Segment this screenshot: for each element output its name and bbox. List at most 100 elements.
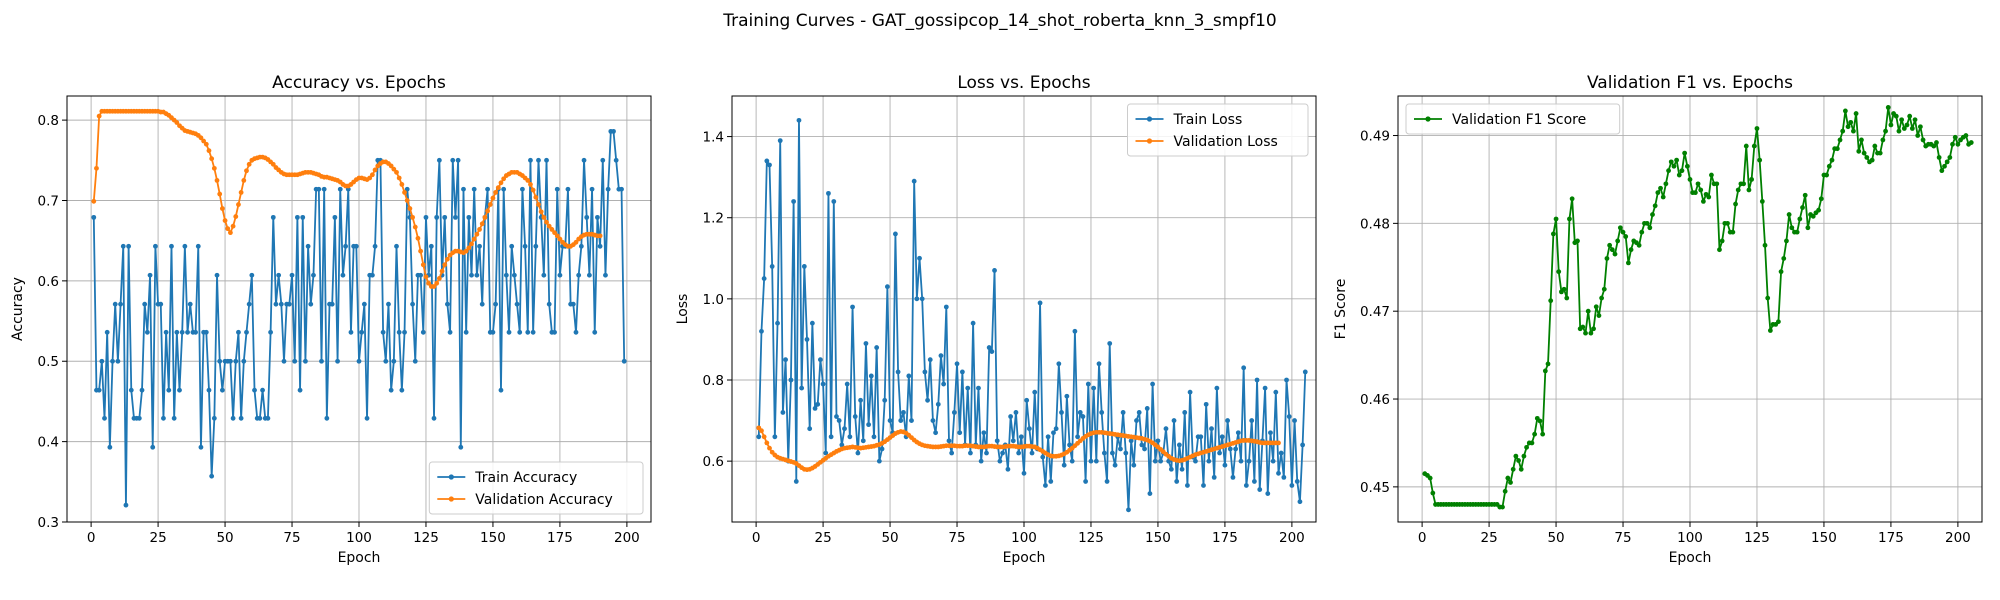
- validation-f1-score-point: [1550, 231, 1556, 237]
- train-loss-point: [831, 199, 837, 204]
- train-loss-point: [997, 458, 1003, 464]
- legend-swatch-marker: [448, 496, 454, 502]
- validation-f1-score-point: [1585, 308, 1591, 314]
- validation-f1-score-point: [1639, 229, 1645, 235]
- validation-accuracy-point: [230, 223, 236, 229]
- train-loss-point: [775, 320, 780, 326]
- train-loss-point: [1040, 454, 1046, 460]
- train-accuracy-point: [96, 387, 102, 393]
- train-loss-point: [1265, 491, 1271, 496]
- train-loss-point: [1176, 442, 1182, 448]
- validation-f1-score-point: [1580, 324, 1586, 330]
- train-accuracy-point: [445, 301, 450, 307]
- train-accuracy-point: [589, 186, 595, 192]
- validation-f1-score-point: [1687, 177, 1693, 182]
- train-accuracy-point: [206, 387, 212, 393]
- validation-f1-score-point: [1797, 216, 1803, 222]
- train-loss-point: [788, 377, 794, 383]
- train-accuracy-point: [219, 387, 225, 393]
- train-loss-point: [1080, 414, 1086, 419]
- train-loss-point: [1257, 487, 1263, 492]
- train-accuracy-point: [294, 214, 300, 220]
- validation-f1-score-point: [1542, 368, 1548, 374]
- train-loss-point: [1077, 410, 1083, 415]
- validation-f1-score-point: [1800, 205, 1805, 210]
- train-accuracy-point: [503, 272, 509, 278]
- validation-f1-score-point: [1794, 229, 1800, 235]
- train-accuracy-point: [477, 243, 482, 249]
- train-loss-point: [1243, 483, 1249, 488]
- train-loss-point: [1072, 328, 1078, 334]
- train-loss-point: [1158, 458, 1164, 464]
- train-loss-point: [895, 369, 901, 375]
- train-accuracy-point: [479, 301, 485, 307]
- validation-accuracy-point: [270, 161, 276, 167]
- train-accuracy-point: [177, 387, 182, 393]
- plot-area: [1422, 105, 1974, 510]
- train-accuracy-point: [198, 444, 204, 450]
- validation-f1-score-point: [1500, 504, 1505, 510]
- validation-accuracy-point: [477, 227, 482, 232]
- validation-f1-score-point: [1818, 196, 1824, 202]
- train-loss-point: [1155, 438, 1161, 444]
- train-accuracy-point: [209, 473, 215, 479]
- validation-accuracy-point: [367, 175, 373, 181]
- train-loss-point: [1233, 446, 1239, 452]
- validation-accuracy-point: [233, 214, 239, 219]
- train-loss-point: [1037, 300, 1043, 306]
- validation-f1-score-point: [1733, 201, 1738, 207]
- train-accuracy-point: [380, 329, 386, 335]
- train-loss-point: [1093, 458, 1099, 464]
- validation-f1-score-point: [1840, 128, 1846, 134]
- train-loss-point: [1286, 414, 1292, 419]
- validation-f1-score-point: [1583, 330, 1588, 336]
- validation-accuracy-point: [91, 198, 97, 204]
- train-loss-point: [882, 397, 888, 403]
- train-loss-point: [925, 397, 930, 403]
- validation-f1-score-point: [1920, 137, 1926, 143]
- train-loss-point: [1238, 458, 1244, 464]
- legend-label: Validation Loss: [1174, 134, 1278, 150]
- validation-loss-point: [759, 428, 764, 434]
- train-accuracy-point: [249, 272, 255, 278]
- train-accuracy-point: [163, 329, 169, 335]
- validation-accuracy-point: [211, 165, 217, 171]
- train-accuracy-point: [418, 272, 424, 278]
- y-axis-label: F1 Score: [1333, 279, 1349, 340]
- validation-accuracy-point: [554, 233, 560, 239]
- train-loss-point: [1185, 483, 1190, 488]
- validation-accuracy-point: [415, 235, 421, 241]
- train-accuracy-point: [428, 243, 434, 249]
- validation-f1-score-point: [1936, 155, 1942, 160]
- validation-accuracy-point: [203, 141, 209, 147]
- train-accuracy-point: [316, 186, 322, 192]
- x-tick-label: 100: [1677, 530, 1703, 546]
- validation-f1-score-point: [1931, 143, 1937, 149]
- train-loss-point: [764, 158, 770, 164]
- validation-accuracy-point: [528, 182, 533, 187]
- legend-swatch-marker: [448, 474, 454, 480]
- validation-f1-score-point: [1853, 111, 1859, 116]
- train-accuracy-point: [102, 415, 107, 421]
- train-accuracy-point: [348, 329, 354, 335]
- validation-f1-score-point: [1912, 117, 1918, 123]
- x-tick-label: 200: [614, 530, 640, 546]
- validation-f1-score-point: [1784, 238, 1789, 244]
- validation-f1-score-point: [1698, 187, 1704, 193]
- x-axis-label: Epoch: [1003, 550, 1046, 566]
- x-tick-label: 50: [881, 530, 898, 546]
- train-accuracy-point: [171, 415, 177, 421]
- validation-f1-score-point: [1743, 143, 1749, 149]
- train-accuracy-point: [541, 272, 547, 278]
- train-accuracy-point: [193, 329, 198, 335]
- validation-accuracy-point: [498, 180, 504, 186]
- validation-f1-score-point: [1861, 150, 1867, 156]
- train-accuracy-point: [91, 214, 97, 220]
- train-loss-point: [783, 357, 788, 363]
- train-accuracy-point: [613, 157, 619, 163]
- train-loss-point: [1214, 385, 1220, 391]
- validation-accuracy-point: [174, 120, 180, 125]
- validation-f1-score-point: [1934, 140, 1939, 145]
- validation-f1-score-point: [1888, 122, 1894, 128]
- validation-f1-score-point: [1655, 190, 1661, 196]
